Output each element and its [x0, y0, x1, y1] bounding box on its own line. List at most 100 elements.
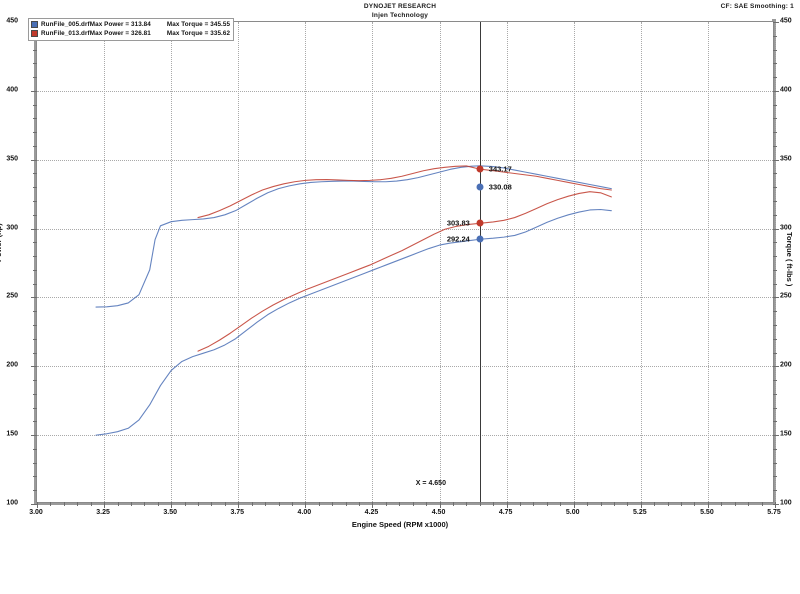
x-tick-label: 5.25: [633, 509, 647, 516]
y-tick-major: [31, 504, 37, 505]
y-tick-minor: [33, 476, 37, 478]
y2-tick-major: [773, 504, 779, 505]
readout-value-torque-red: 343.17: [488, 164, 512, 174]
x-tick-minor: [721, 502, 723, 506]
y-tick-minor: [33, 77, 37, 79]
x-tick-minor: [291, 502, 293, 506]
y-tick-minor: [33, 256, 37, 258]
cursor-line[interactable]: [479, 22, 481, 502]
y-tick-minor: [33, 407, 37, 409]
x-tick-minor: [157, 502, 159, 506]
y-tick-major: [31, 228, 37, 230]
x-tick-minor: [452, 502, 454, 506]
y2-tick-minor: [773, 448, 777, 450]
y-tick-minor: [33, 173, 37, 175]
y2-tick-minor: [773, 118, 777, 120]
y-tick-minor: [33, 132, 37, 134]
y-tick-minor: [33, 421, 37, 423]
y2-tick-minor: [773, 77, 777, 79]
legend-color-swatch: [31, 30, 38, 37]
y-tick-minor: [33, 380, 37, 382]
y-tick-minor: [33, 187, 37, 189]
y-tick-label-power: 250: [6, 292, 18, 300]
readout-value-torque-blue: 330.08: [488, 182, 512, 192]
y-tick-label-torque: 100: [780, 499, 792, 507]
legend-row[interactable]: RunFile_013.drf Max Power = 326.81 Max To…: [31, 29, 230, 38]
y-tick-minor: [33, 448, 37, 450]
y2-tick-minor: [773, 421, 777, 423]
y2-tick-minor: [773, 145, 777, 147]
y2-tick-minor: [773, 407, 777, 409]
x-tick-minor: [748, 502, 750, 506]
x-tick-minor: [613, 502, 615, 506]
y-tick-minor: [33, 283, 37, 285]
y-tick-label-torque: 350: [780, 155, 792, 163]
y2-tick-major: [773, 366, 779, 368]
x-tick-minor: [184, 502, 186, 506]
y-tick-major: [31, 435, 37, 437]
y2-tick-minor: [773, 476, 777, 478]
x-tick-minor: [627, 502, 629, 506]
y-tick-label-torque: 450: [780, 17, 792, 25]
legend-row[interactable]: RunFile_005.drf Max Power = 313.84 Max To…: [31, 20, 230, 29]
legend-run-file: RunFile_005.drf: [41, 21, 90, 28]
header-title-block: DYNOJET RESEARCH Injen Technology: [0, 2, 800, 20]
x-tick-minor: [198, 502, 200, 506]
x-tick-minor: [224, 502, 226, 506]
x-tick-minor: [761, 502, 763, 506]
plot-area[interactable]: X = 4.650 343.17 330.08 303.83 292.24: [31, 21, 779, 508]
x-tick-major: [238, 502, 240, 508]
x-tick-minor: [211, 502, 213, 506]
y-tick-label-torque: 300: [780, 224, 792, 232]
y-tick-label-power: 350: [6, 155, 18, 163]
y2-tick-minor: [773, 462, 777, 464]
x-tick-major: [439, 502, 441, 508]
y-tick-major: [31, 90, 37, 92]
y2-tick-minor: [773, 256, 777, 258]
y-tick-minor: [33, 214, 37, 216]
x-axis-title: Engine Speed (RPM x1000): [351, 520, 449, 529]
y2-tick-minor: [773, 104, 777, 106]
x-tick-label: 5.00: [565, 509, 580, 516]
readout-value-power-blue: 292.24: [446, 234, 470, 244]
readout-value-power-red: 303.83: [446, 218, 470, 228]
x-tick-major: [640, 502, 642, 508]
y2-tick-minor: [773, 283, 777, 285]
y-tick-minor: [33, 242, 37, 244]
x-tick-label: 5.75: [767, 509, 781, 516]
y-tick-minor: [33, 311, 37, 313]
y2-tick-major: [773, 90, 779, 92]
x-tick-label: 4.50: [431, 509, 446, 516]
x-tick-major: [372, 502, 374, 508]
x-tick-minor: [546, 502, 548, 506]
y-tick-minor: [33, 145, 37, 147]
y2-tick-minor: [773, 380, 777, 382]
y-tick-minor: [33, 104, 37, 106]
x-tick-minor: [734, 502, 736, 506]
x-tick-minor: [251, 502, 253, 506]
legend-max-power: Max Power = 326.81: [89, 30, 151, 37]
x-tick-label: 3.50: [163, 509, 177, 516]
y-tick-minor: [33, 324, 37, 326]
right-axis-spine: [772, 19, 776, 505]
x-tick-minor: [654, 502, 656, 506]
y-axis-title-torque: Torque ( ft-lbs ): [785, 232, 794, 287]
x-tick-minor: [117, 502, 119, 506]
readout-marker-power-red: [476, 219, 484, 227]
x-tick-minor: [63, 502, 65, 506]
y-tick-label-torque: 200: [780, 361, 792, 369]
x-tick-minor: [412, 502, 414, 506]
x-tick-minor: [533, 502, 535, 506]
y2-tick-minor: [773, 214, 777, 216]
x-tick-minor: [694, 502, 696, 506]
correction-factor-label: CF: SAE Smoothing: 1: [720, 3, 794, 10]
x-tick-label: 4.25: [364, 509, 379, 516]
x-tick-major: [707, 502, 709, 508]
x-tick-minor: [77, 502, 79, 506]
x-tick-label: 4.75: [498, 509, 513, 516]
x-tick-minor: [587, 502, 589, 506]
y-tick-minor: [33, 63, 37, 65]
y-tick-minor: [33, 338, 37, 340]
x-tick-minor: [130, 502, 132, 506]
x-tick-label: 3.75: [230, 509, 245, 516]
